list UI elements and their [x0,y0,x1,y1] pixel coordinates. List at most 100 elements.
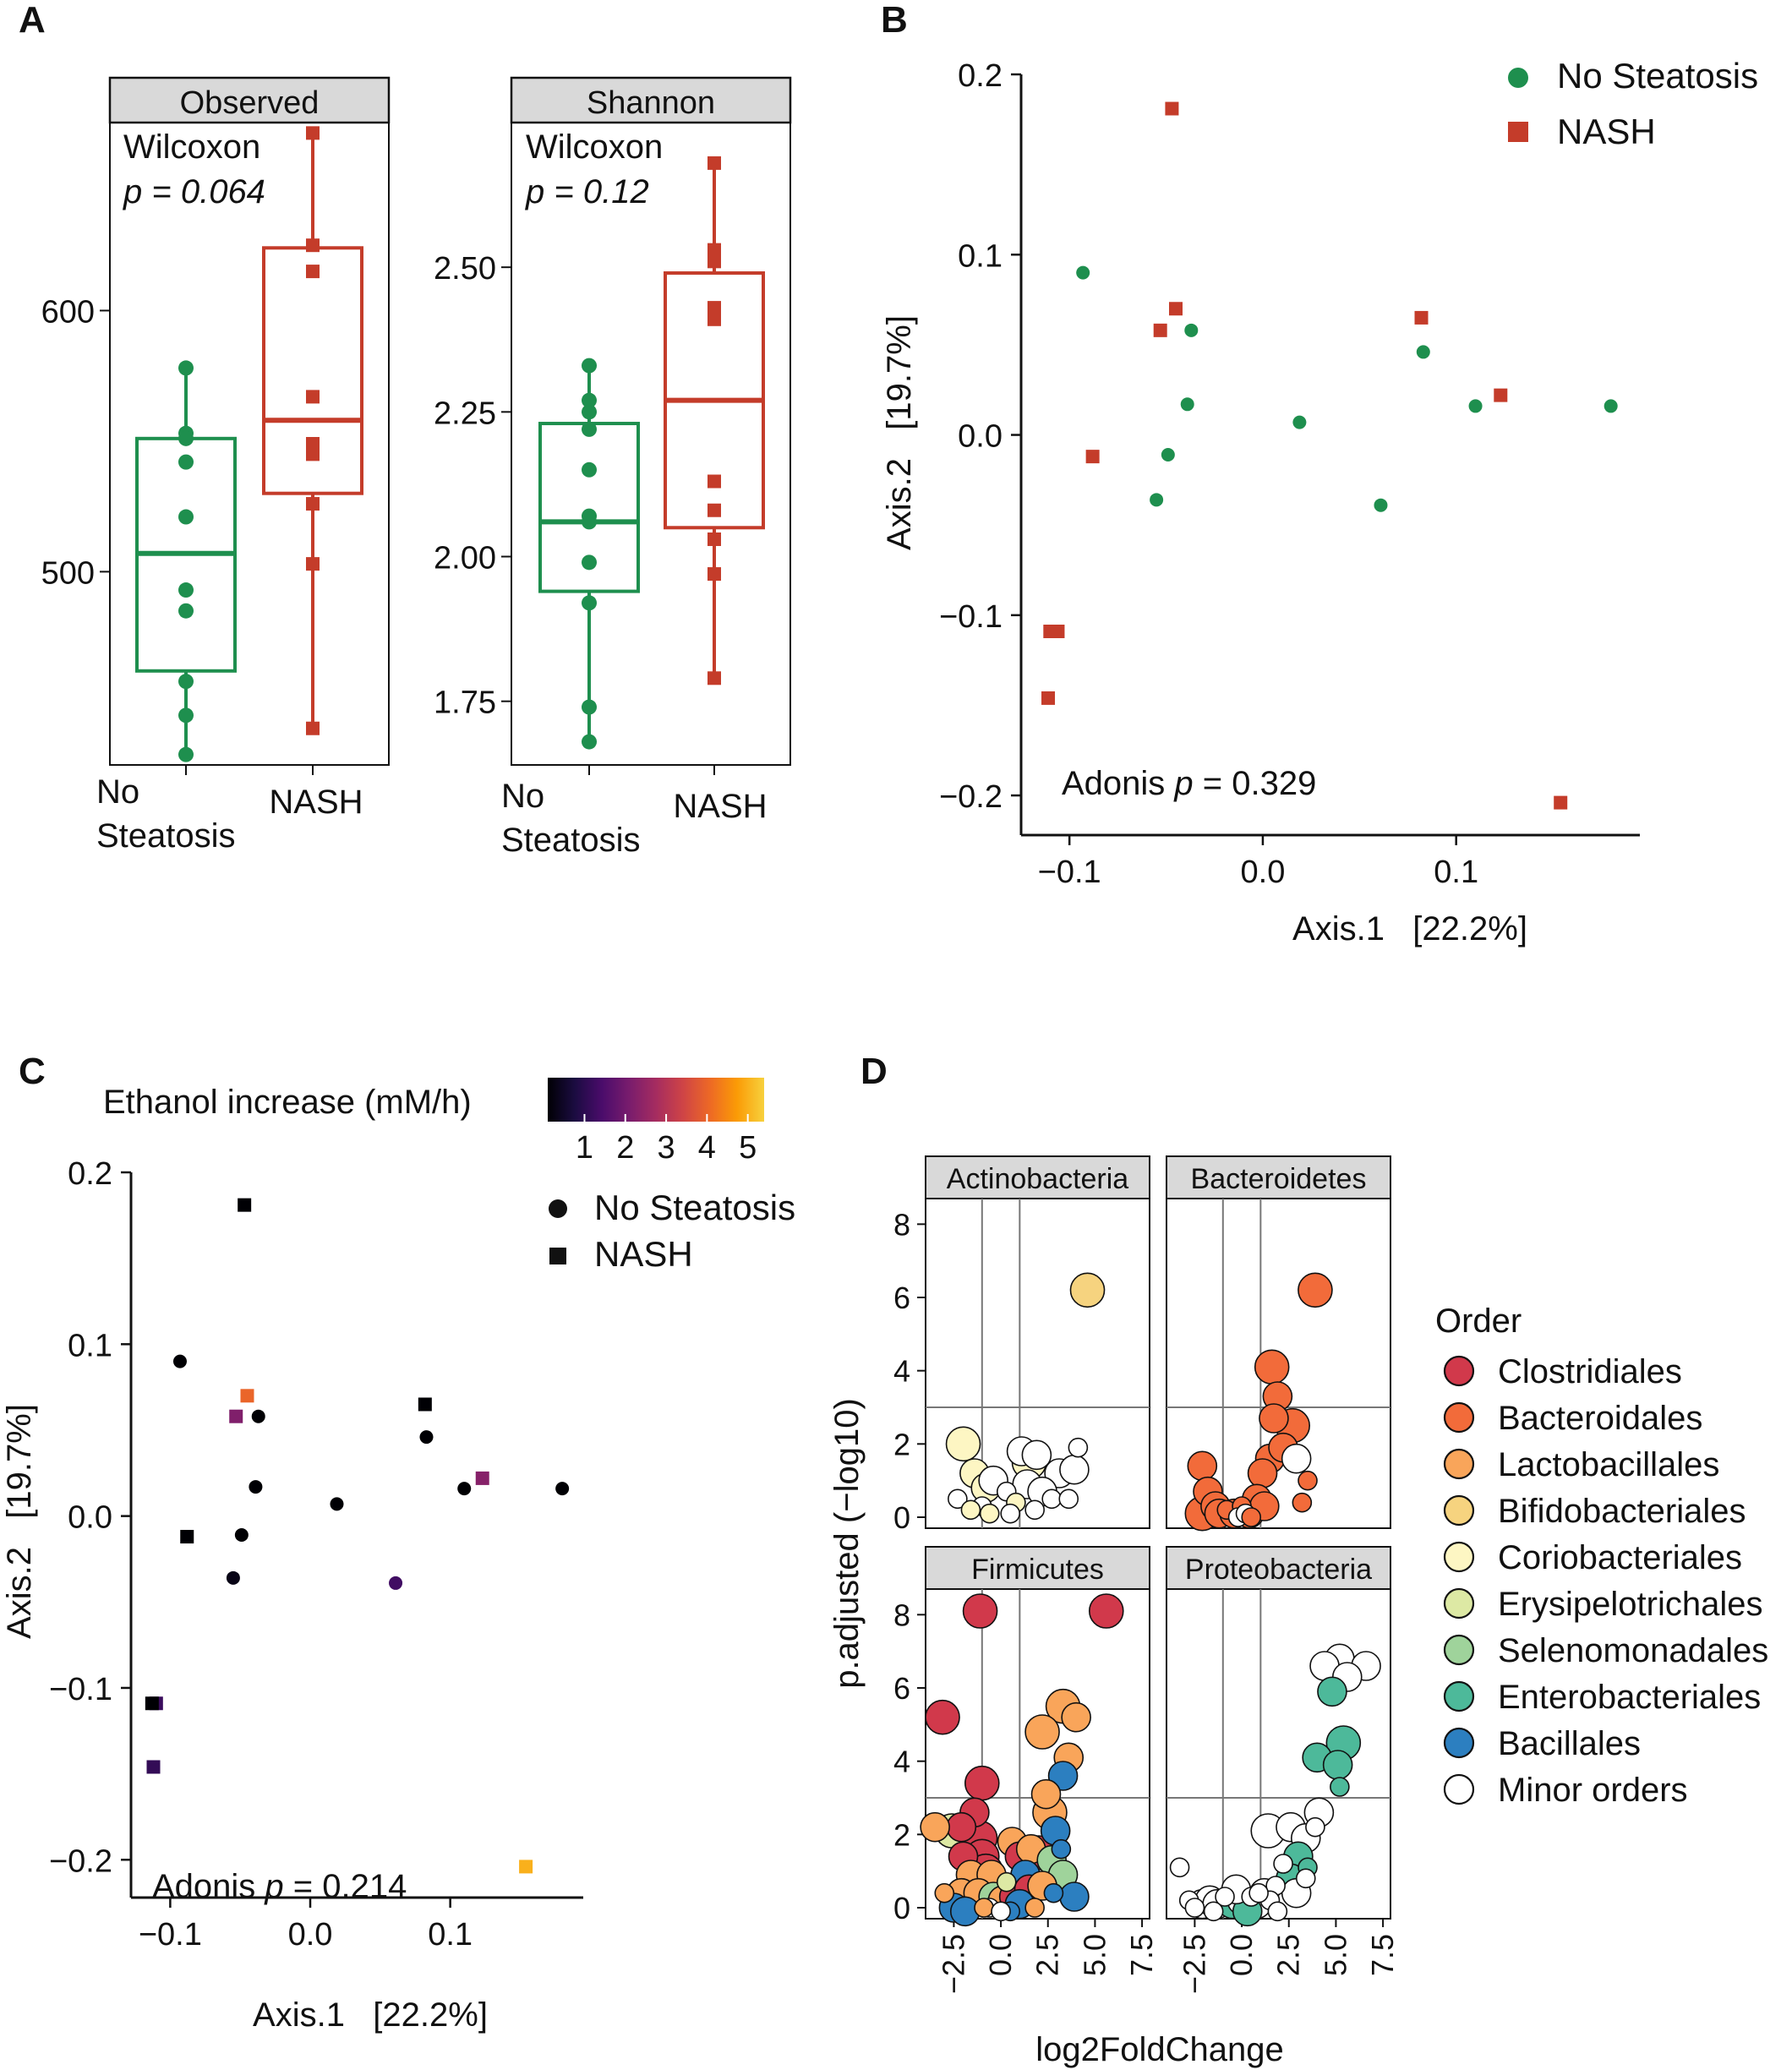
data-point [251,1409,265,1423]
colorbar-tick-label: 3 [658,1130,675,1166]
data-point [708,254,721,269]
colorbar-tick-label: 4 [698,1130,716,1166]
data-point [1241,1507,1262,1527]
facet-strip [1166,1546,1391,1590]
data-point [1215,1887,1235,1907]
data-point [708,312,721,326]
x-tick-label: −2.5 [936,1934,970,1994]
data-point [1298,1470,1318,1491]
axes: −0.2 −0.1 0.0 0.1 0.2 −0.1 0.0 0.1 [939,58,1640,890]
data-point [178,360,194,376]
group-label-no-steatosis-line1: No [96,773,139,811]
plot-frame [511,122,791,766]
legend-label-nash: NASH [1557,112,1656,151]
data-point [249,1480,263,1494]
data-point [1254,1349,1290,1385]
data-point [418,1397,432,1412]
x-tick-label: −2.5 [1177,1934,1211,1994]
panel-b-pcoa: −0.2 −0.1 0.0 0.1 0.2 −0.1 0.0 0.1 Adonis p = 0… [881,56,1758,948]
group-label-no-steatosis-line1: No [501,778,544,815]
data-point [178,746,194,762]
data-point [178,674,194,690]
data-point [1024,1898,1045,1918]
data-point [582,358,597,374]
data-point [948,1488,968,1510]
x-tick-label: 0.1 [428,1917,473,1953]
y-axis-title: p.adjusted (−log10) [828,1398,866,1689]
panel-d-volcano: Actinobacteria 0 2 4 6 8 Bacteroidetes Firmicut… [828,1155,1768,2068]
data-point [1374,498,1388,512]
legend-label-no-steatosis: No Steatosis [1557,56,1758,96]
x-tick-label: −0.1 [1038,855,1101,890]
data-point [1161,448,1175,462]
data-point [306,238,320,253]
data-point [419,1430,434,1445]
x-tick-label: 2.5 [1030,1934,1065,1976]
data-point [1494,388,1508,402]
colorbar-tick-label: 1 [576,1130,593,1166]
data-point [925,1699,960,1735]
legend-key-minor-orders [1443,1773,1475,1805]
data-point [1030,1778,1062,1810]
x-tick-label: 0.0 [1241,855,1286,890]
colorbar-tick-label: 5 [739,1130,757,1166]
stat-test-label: Wilcoxon [526,128,663,166]
data-point [708,156,721,170]
y-tick-label: 8 [893,1598,910,1632]
x-tick-label: 2.5 [1271,1934,1306,1976]
y-tick-label: 2 [893,1817,910,1852]
data-point [1322,1750,1353,1780]
data-point [1273,1854,1293,1874]
boxes [538,156,765,750]
data-point [1153,323,1167,337]
y-tick-label: 0.2 [958,58,1003,94]
legend-key-coriobacteriales [1443,1541,1475,1573]
axes: −0.2 −0.1 0.0 0.1 0.2 −0.1 0.0 0.1 [49,1156,583,1953]
facet-strip-label: Bacteroidetes [1191,1163,1367,1195]
panel-a-shannon-boxplot: Shannon Wilcoxon p = 0.12 1.75 2.00 2.25 2.… [434,76,792,859]
x-tick-label: −0.1 [139,1917,202,1953]
facet-bacteroidetes: Bacteroidetes [1166,1155,1391,1532]
legend-key-enterobacteriales [1443,1680,1475,1712]
legend-key-nash [1508,122,1528,142]
data-point [178,603,194,619]
facet-strip-label: Observed [180,85,320,121]
group-label-nash: NASH [269,784,363,821]
data-point [946,1811,977,1843]
data-point [1292,1492,1313,1513]
data-point [1000,1503,1021,1524]
data-point [229,1409,243,1423]
data-point [1416,345,1430,359]
data-point [1085,450,1100,464]
data-point [234,1528,249,1542]
data-point [1041,1488,1063,1510]
adonis-annotation: Adonis p = 0.214 [152,1868,407,1905]
legend-key-no-steatosis [549,1199,567,1218]
y-tick-label: 2.25 [434,396,496,431]
x-tick-label: 0.1 [1434,855,1478,890]
data-point [226,1570,240,1585]
data-point [582,514,597,530]
y-tick-label: −0.1 [939,599,1003,635]
y-tick-label: 0.2 [68,1156,112,1192]
legend-key-no-steatosis [1508,68,1528,88]
data-point [306,721,320,735]
data-point [519,1860,533,1874]
data-point [306,447,320,462]
legend-key-lactobacillales [1443,1448,1475,1480]
data-point [1059,1454,1090,1485]
legend-key-bacillales [1443,1727,1475,1759]
data-point [1295,1868,1316,1889]
data-point [240,1389,254,1403]
x-tick-label: 7.5 [1124,1934,1159,1976]
x-tick-label: 5.0 [1318,1934,1352,1976]
data-point [1180,397,1194,412]
legend-key-erysipelotrichales [1443,1587,1475,1619]
data-point [1259,1403,1289,1434]
y-tick-label: 0 [893,1891,910,1925]
data-point [1088,1593,1124,1629]
facet-strip [1166,1155,1391,1199]
